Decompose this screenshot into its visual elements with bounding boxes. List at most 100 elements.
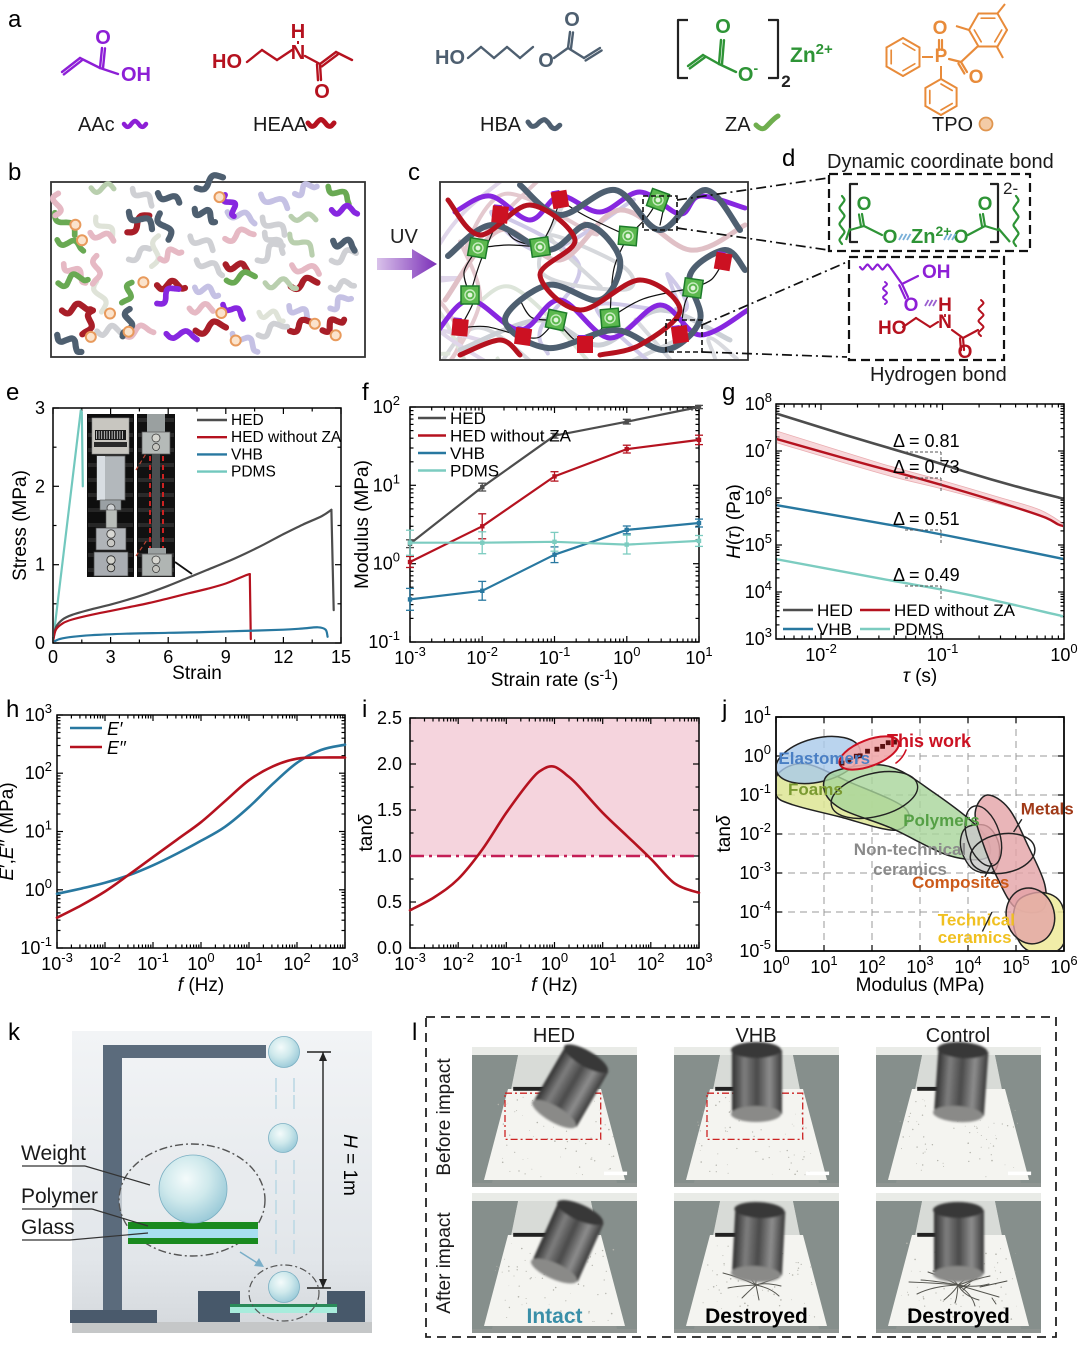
svg-text:10-3: 10-3 (41, 950, 73, 974)
svg-text:0.5: 0.5 (377, 892, 402, 912)
svg-text:Zn2+: Zn2+ (911, 223, 951, 248)
svg-text:9: 9 (221, 647, 231, 667)
svg-text:E′,E′′ (MPa): E′,E′′ (MPa) (0, 782, 18, 880)
svg-text:O: O (958, 342, 973, 363)
svg-text:d: d (782, 145, 795, 172)
svg-text:10-1: 10-1 (491, 950, 523, 974)
svg-text:OH: OH (922, 262, 951, 283)
svg-text:6: 6 (163, 647, 173, 667)
svg-text:e: e (6, 379, 19, 406)
svg-text:O: O (314, 81, 330, 103)
svg-text:10-1: 10-1 (137, 950, 169, 974)
svg-text:HED without ZA: HED without ZA (450, 427, 572, 446)
svg-text:UV: UV (390, 226, 418, 248)
svg-text:k: k (8, 1019, 21, 1046)
svg-text:H(τ) (Pa): H(τ) (Pa) (724, 484, 745, 559)
svg-text:tanδ: tanδ (714, 815, 735, 852)
svg-text:Strain rate (s-1): Strain rate (s-1) (491, 666, 619, 691)
svg-text:HED: HED (450, 409, 486, 428)
svg-text:102: 102 (858, 953, 885, 977)
svg-text:0: 0 (48, 647, 58, 667)
svg-text:After impact: After impact (434, 1212, 455, 1314)
svg-text:O: O (978, 194, 993, 215)
svg-text:c: c (408, 159, 420, 186)
svg-text:0: 0 (35, 633, 45, 653)
svg-text:Δ = 0.51: Δ = 0.51 (893, 509, 960, 529)
svg-text:PDMS: PDMS (894, 620, 943, 639)
svg-text:1: 1 (35, 555, 45, 575)
svg-text:10-1: 10-1 (927, 641, 959, 665)
svg-text:This work: This work (887, 731, 972, 751)
svg-text:102: 102 (25, 759, 52, 783)
svg-text:AAc: AAc (78, 114, 115, 136)
svg-text:103: 103 (685, 950, 712, 974)
svg-text:j: j (721, 696, 727, 723)
svg-text:g: g (722, 379, 735, 406)
svg-text:10-2: 10-2 (442, 950, 474, 974)
svg-text:Foams: Foams (788, 780, 843, 799)
svg-text:VHB: VHB (231, 446, 263, 463)
svg-text:104: 104 (745, 578, 772, 602)
svg-text:3: 3 (106, 647, 116, 667)
svg-text:Hydrogen bond: Hydrogen bond (870, 364, 1007, 386)
svg-text:Non-technical: Non-technical (854, 840, 966, 859)
svg-text:106: 106 (1050, 953, 1077, 977)
svg-text:P: P (935, 46, 948, 67)
svg-text:HED without ZA: HED without ZA (894, 601, 1016, 620)
svg-text:O: O (564, 9, 580, 31)
svg-text:VHB: VHB (735, 1025, 776, 1047)
svg-text:ceramics: ceramics (873, 860, 947, 879)
svg-text:O: O (969, 67, 984, 88)
svg-text:HO: HO (878, 318, 907, 339)
svg-text:101: 101 (373, 471, 400, 495)
svg-text:2: 2 (781, 72, 790, 91)
svg-text:10-3: 10-3 (739, 859, 771, 883)
svg-text:103: 103 (906, 953, 933, 977)
svg-text:102: 102 (373, 393, 400, 417)
svg-text:O: O (857, 194, 872, 215)
svg-text:10-1: 10-1 (20, 934, 52, 958)
svg-text:Δ = 0.73: Δ = 0.73 (893, 457, 960, 477)
svg-text:103: 103 (25, 701, 52, 725)
svg-text:107: 107 (745, 437, 772, 461)
svg-text:100: 100 (744, 742, 771, 766)
svg-text:ceramics: ceramics (938, 928, 1012, 947)
svg-text:O: O (883, 227, 898, 248)
svg-text:O: O (904, 295, 919, 316)
svg-text:101: 101 (810, 953, 837, 977)
svg-text:VHB: VHB (817, 620, 852, 639)
svg-text:100: 100 (613, 644, 640, 668)
svg-text:Weight: Weight (21, 1142, 86, 1165)
svg-text:i: i (362, 696, 367, 723)
svg-text:100: 100 (25, 876, 52, 900)
svg-text:O: O (954, 227, 969, 248)
svg-text:O-: O- (738, 60, 759, 86)
svg-text:103: 103 (331, 950, 358, 974)
svg-text:Δ = 0.81: Δ = 0.81 (893, 431, 960, 451)
svg-text:Stress (MPa): Stress (MPa) (10, 470, 31, 581)
svg-text:105: 105 (745, 531, 772, 555)
svg-text:O: O (933, 18, 948, 39)
svg-text:PDMS: PDMS (450, 462, 499, 481)
svg-text:tanδ: tanδ (356, 814, 377, 851)
svg-text:l: l (412, 1019, 417, 1046)
svg-text:HO: HO (435, 47, 465, 69)
svg-text:100: 100 (1050, 641, 1077, 665)
svg-text:O: O (715, 16, 731, 38)
svg-text:Glass: Glass (21, 1216, 75, 1239)
svg-text:HEAA: HEAA (253, 114, 308, 136)
svg-text:H = 1m: H = 1m (339, 1134, 360, 1196)
svg-text:HED: HED (533, 1025, 575, 1047)
svg-text:OH: OH (121, 64, 151, 86)
svg-text:10-1: 10-1 (739, 781, 771, 805)
svg-text:HED: HED (231, 412, 264, 429)
svg-text:10-2: 10-2 (89, 950, 121, 974)
svg-text:10-2: 10-2 (739, 820, 771, 844)
svg-text:HED: HED (817, 601, 853, 620)
svg-text:100: 100 (541, 950, 568, 974)
svg-text:0.0: 0.0 (377, 938, 402, 958)
svg-text:Elastomers: Elastomers (778, 749, 870, 768)
svg-text:3: 3 (35, 398, 45, 418)
svg-text:102: 102 (637, 950, 664, 974)
svg-text:15: 15 (331, 647, 351, 667)
